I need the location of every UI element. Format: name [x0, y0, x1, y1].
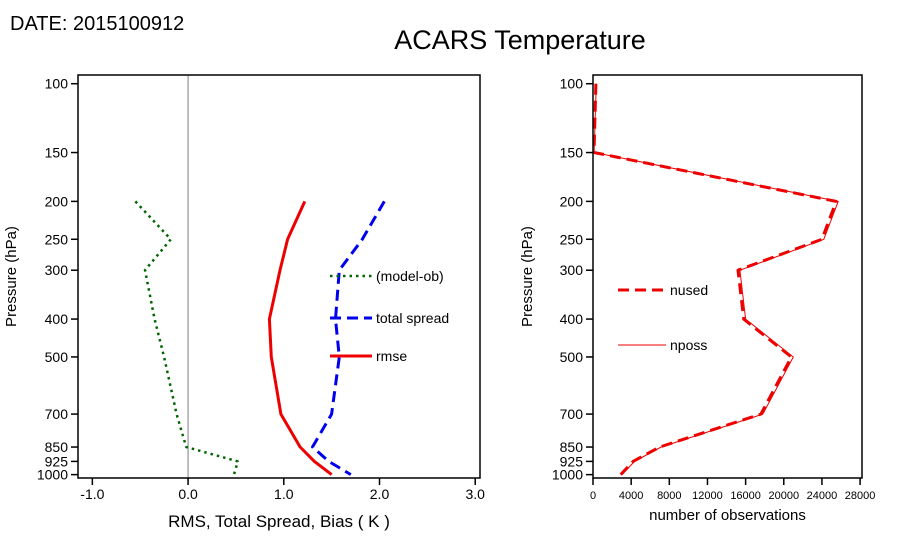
y-tick-label: 925 — [560, 453, 584, 469]
y-tick-label: 500 — [560, 349, 584, 365]
x-tick-label: -1.0 — [80, 486, 104, 502]
y-tick-label: 400 — [45, 311, 69, 327]
left-panel: -1.0 0.0 1.0 2.0 3.0 100 150 200 250 300 400 500 700… — [3, 74, 485, 531]
x-tick-label: 2.0 — [370, 486, 390, 502]
series-line-nposs — [593, 83, 839, 475]
x-axis-title: number of observations — [649, 507, 806, 524]
y-axis-title: Pressure (hPa) — [3, 226, 20, 327]
series-line-nused — [592, 83, 838, 476]
date-label: DATE: 2015100912 — [10, 13, 185, 35]
plot-frame — [77, 74, 481, 479]
x-tick-label: 1.0 — [274, 486, 294, 502]
legend-label: total spread — [376, 310, 449, 326]
legend-entry-nused: nused — [618, 282, 708, 298]
y-tick-label: 150 — [560, 145, 584, 161]
x-tick-label: 28000 — [845, 490, 876, 502]
legend-entry-model-ob: (model-ob) — [330, 268, 444, 284]
y-tick-label: 500 — [45, 349, 69, 365]
y-tick-label: 1000 — [552, 467, 583, 483]
y-tick-label: 1000 — [37, 467, 68, 483]
y-axis-title: Pressure (hPa) — [519, 226, 536, 327]
y-tick-label: 200 — [560, 193, 584, 209]
y-tick-label: 200 — [45, 193, 69, 209]
y-tick-label: 700 — [45, 406, 69, 422]
y-tick-label: 100 — [45, 76, 69, 92]
x-tick-label: 4000 — [619, 490, 643, 502]
y-tick-label: 850 — [560, 439, 584, 455]
y-tick-label: 150 — [45, 145, 69, 161]
y-tick-label: 250 — [560, 231, 584, 247]
x-tick-label: 8000 — [657, 490, 681, 502]
legend-entry-total-spread: total spread — [330, 310, 449, 326]
legend-label: nused — [670, 282, 708, 298]
legend-label: (model-ob) — [376, 268, 444, 284]
legend-label: rmse — [376, 348, 407, 364]
x-tick-label: 24000 — [807, 490, 838, 502]
x-tick-label: 0.0 — [178, 486, 198, 502]
y-tick-label: 850 — [45, 439, 69, 455]
series-line-rmse — [267, 200, 333, 476]
right-panel: 0 4000 8000 12000 16000 20000 24000 28000 100 150… — [519, 74, 876, 524]
y-tick-label: 400 — [560, 311, 584, 327]
y-tick-label: 300 — [560, 262, 584, 278]
y-tick-label: 700 — [560, 406, 584, 422]
y-tick-label: 250 — [45, 231, 69, 247]
legend-entry-nposs: nposs — [618, 337, 707, 353]
y-tick-label: 100 — [560, 76, 584, 92]
x-axis-title: RMS, Total Spread, Bias ( K ) — [168, 512, 390, 531]
x-tick-label: 12000 — [692, 490, 723, 502]
legend-entry-rmse: rmse — [330, 348, 407, 364]
series-line-total-spread — [311, 200, 386, 476]
x-tick-label: 3.0 — [465, 486, 485, 502]
plot-frame — [592, 74, 863, 479]
page-title: ACARS Temperature — [394, 25, 646, 55]
series-line-model-ob — [134, 200, 240, 475]
y-tick-label: 300 — [45, 262, 69, 278]
legend-label: nposs — [670, 337, 707, 353]
x-tick-label: 0 — [590, 490, 596, 502]
x-tick-label: 20000 — [768, 490, 799, 502]
y-tick-label: 925 — [45, 453, 69, 469]
x-tick-label: 16000 — [730, 490, 761, 502]
